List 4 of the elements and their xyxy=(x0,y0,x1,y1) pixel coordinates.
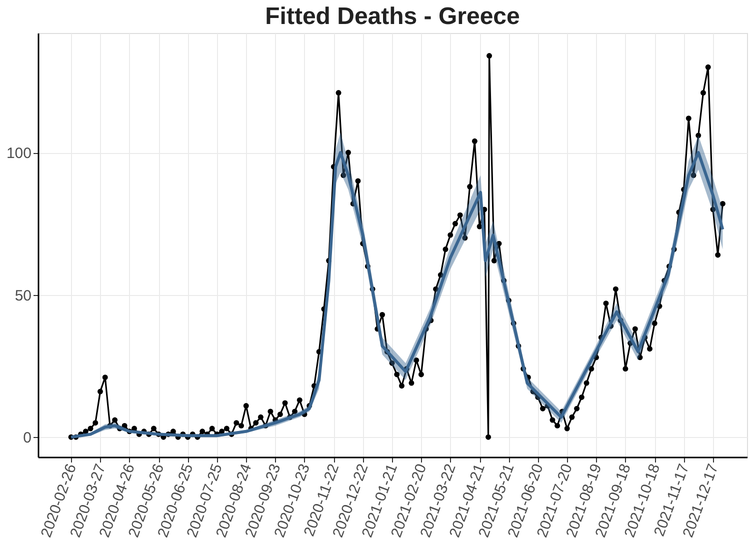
chart-title: Fitted Deaths - Greece xyxy=(265,3,520,30)
y-tick-label: 100 xyxy=(6,145,32,162)
y-tick-label: 50 xyxy=(14,287,32,304)
y-tick-label: 0 xyxy=(23,430,32,447)
